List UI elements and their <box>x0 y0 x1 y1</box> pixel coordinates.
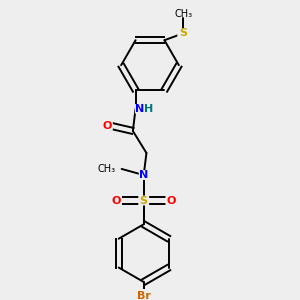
FancyBboxPatch shape <box>165 196 176 205</box>
Text: S: S <box>140 196 148 206</box>
Text: O: O <box>103 121 112 131</box>
FancyBboxPatch shape <box>111 196 122 205</box>
FancyBboxPatch shape <box>102 121 113 130</box>
FancyBboxPatch shape <box>136 291 151 300</box>
FancyBboxPatch shape <box>177 28 189 38</box>
Text: N: N <box>139 170 148 180</box>
Text: O: O <box>166 196 176 206</box>
FancyBboxPatch shape <box>139 170 148 180</box>
Text: CH₃: CH₃ <box>98 164 116 174</box>
FancyBboxPatch shape <box>138 196 149 206</box>
Text: N: N <box>135 104 144 114</box>
Text: Br: Br <box>137 291 151 300</box>
Text: CH₃: CH₃ <box>174 9 192 19</box>
Text: H: H <box>144 104 153 114</box>
Text: S: S <box>179 28 187 38</box>
FancyBboxPatch shape <box>135 104 155 114</box>
Text: O: O <box>112 196 121 206</box>
